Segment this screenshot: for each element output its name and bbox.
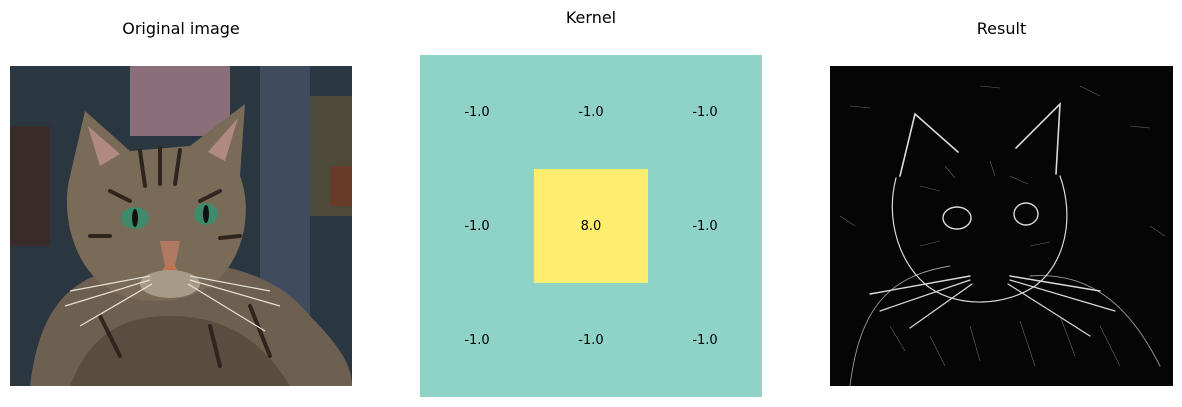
original-cat-image — [10, 66, 352, 386]
kernel-cell: -1.0 — [648, 283, 762, 397]
original-image-title: Original image — [122, 19, 240, 38]
kernel-cell: -1.0 — [420, 55, 534, 169]
kernel-center-cell: 8.0 — [534, 169, 648, 283]
kernel-cell: -1.0 — [534, 283, 648, 397]
kernel-heatmap: -1.0 -1.0 -1.0 -1.0 8.0 -1.0 -1.0 -1.0 -… — [420, 55, 762, 397]
kernel-cell: -1.0 — [648, 55, 762, 169]
kernel-title: Kernel — [565, 8, 617, 27]
result-edge-image — [830, 66, 1173, 386]
result-title: Result — [976, 19, 1027, 38]
kernel-cell: -1.0 — [420, 283, 534, 397]
kernel-cell: -1.0 — [534, 55, 648, 169]
kernel-cell: -1.0 — [648, 169, 762, 283]
kernel-cell: -1.0 — [420, 169, 534, 283]
